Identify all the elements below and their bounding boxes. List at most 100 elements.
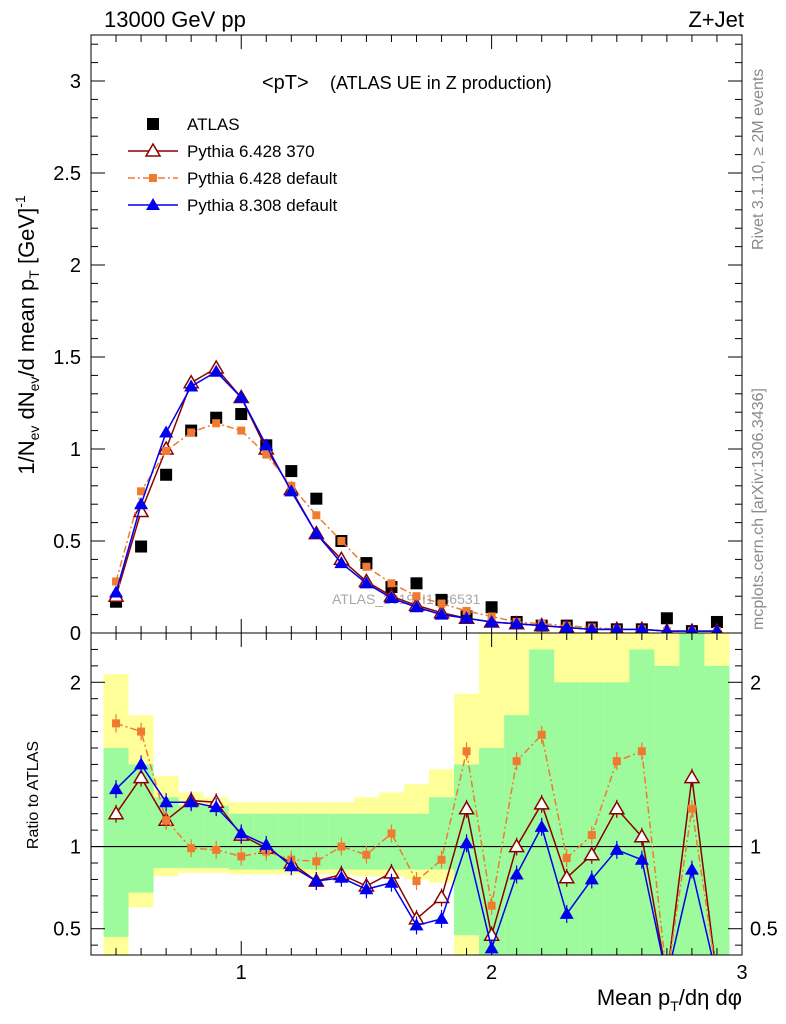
top-y-axis-label: 1/Nev dNev/d mean pT [GeV]-1 — [12, 195, 42, 475]
ratio-series-1-point — [637, 747, 646, 756]
series-2-point — [212, 419, 221, 428]
series-0-point — [710, 615, 723, 628]
ratio-series-2-point — [159, 795, 174, 808]
ratio-series-2-point — [184, 795, 199, 808]
ratio-series-0-point — [132, 769, 150, 784]
series-3-point — [634, 622, 649, 635]
stat-uncertainty-band — [629, 649, 655, 955]
series-0-point — [135, 540, 148, 553]
series-2-point — [337, 537, 346, 545]
ratio-series-1-point — [387, 829, 396, 838]
ratio-series-2-point — [559, 906, 574, 919]
ratio-series-2-point — [134, 757, 149, 770]
ratio-series-2-point — [434, 911, 449, 924]
top-y-tick-label: 1.5 — [53, 347, 81, 369]
series-2-point — [162, 446, 171, 455]
series-0-point — [660, 612, 673, 625]
series-3-point — [209, 364, 224, 377]
legend-entry-label: ATLAS — [187, 115, 240, 134]
ratio-series-1-point — [512, 757, 521, 766]
ratio-y-tick-label: 1 — [70, 837, 81, 859]
series-3-point — [534, 618, 549, 631]
legend-marker — [147, 118, 159, 130]
ratio-series-1-point — [562, 854, 571, 863]
ratio-series-2-point — [409, 918, 424, 931]
series-2-point — [262, 450, 271, 459]
analysis-watermark: ATLAS_2019_I1736531 — [332, 591, 481, 607]
series-2-point — [362, 562, 371, 571]
ratio-series-0-point — [683, 769, 701, 784]
ratio-series-1-point — [337, 842, 346, 851]
top-y-tick-label: 1 — [70, 439, 81, 461]
ratio-series-2-point — [484, 941, 499, 954]
series-2-point — [237, 426, 246, 435]
ratio-series-2-point — [459, 836, 474, 849]
legend-marker — [144, 142, 162, 157]
ratio-series-1-point — [612, 757, 621, 766]
ratio-series-1-point — [587, 831, 596, 840]
ratio-series-2-point — [384, 875, 399, 888]
series-2-point — [412, 592, 421, 601]
bottom-panel-frame — [90, 632, 743, 956]
top-panel-series — [107, 359, 726, 638]
ratio-series-2-point — [309, 874, 324, 887]
top-y-tick-label: 3 — [70, 71, 81, 93]
ratio-series-2-point — [234, 826, 249, 839]
ratio-y-tick-label: 0.5 — [53, 919, 81, 941]
ratio-series-2-point — [509, 867, 524, 880]
ratio-series-2-point — [359, 882, 374, 895]
series-0-point — [235, 408, 248, 421]
legend-entry-label: Pythia 8.308 default — [187, 196, 338, 215]
series-3-point — [284, 484, 299, 497]
series-1-point — [132, 503, 150, 518]
series-3-point — [184, 379, 199, 392]
bottom-panel-series — [107, 714, 715, 955]
ratio-y-tick-label-right: 2 — [750, 672, 761, 694]
ratio-series-2-point — [284, 859, 299, 872]
rivet-label: Rivet 3.1.10, ≥ 2M events — [750, 69, 767, 250]
series-3-point — [434, 607, 449, 620]
series-3-point — [309, 526, 324, 539]
series-2-point — [112, 577, 121, 586]
ratio-series-1-point — [412, 877, 421, 886]
ratio-series-2-point — [609, 842, 624, 855]
ratio-series-1-point — [162, 816, 171, 825]
stat-uncertainty-band — [178, 805, 204, 868]
ratio-series-1-point — [137, 727, 146, 736]
x-tick-label: 3 — [736, 962, 747, 984]
series-0-point — [485, 601, 498, 614]
energy-label: 13000 GeV pp — [104, 7, 246, 32]
series-3-point — [134, 497, 149, 510]
ratio-series-2-point — [584, 872, 599, 885]
series-0-point — [160, 468, 173, 481]
series-0-point — [285, 465, 298, 478]
top-y-tick-label: 2 — [70, 255, 81, 277]
legend-marker — [146, 198, 160, 210]
series-0-point — [410, 577, 423, 590]
mcplots-label: mcplots.cern.ch [arXiv:1306.3436] — [750, 388, 767, 630]
series-3-point — [109, 585, 124, 598]
ratio-series-1-point — [487, 901, 496, 910]
series-3-point — [584, 622, 599, 635]
chart-title-sub: (ATLAS UE in Z production) — [330, 73, 552, 93]
series-3-point — [609, 622, 624, 635]
ratio-series-1-point — [462, 747, 471, 756]
legend-entry-label: Pythia 6.428 370 — [187, 142, 315, 161]
ratio-y-tick-label-right: 1 — [750, 837, 761, 859]
ratio-series-0-point — [633, 828, 651, 843]
legend-entry-label: Pythia 6.428 default — [187, 169, 338, 188]
ratio-series-2-point — [534, 819, 549, 832]
series-2-point — [187, 428, 196, 437]
ratio-series-2-point — [109, 782, 124, 795]
top-y-tick-label: 2.5 — [53, 163, 81, 185]
legend: ATLAS Pythia 6.428 370 Pythia 6.428 defaul… — [128, 115, 338, 215]
ratio-series-2-point — [259, 837, 274, 850]
series-2-point — [312, 511, 321, 520]
series-2-point — [137, 487, 146, 496]
stat-uncertainty-band — [103, 748, 129, 937]
ratio-uncertainty-bands — [103, 633, 730, 955]
ratio-series-0-point — [533, 795, 550, 810]
ratio-series-0-point — [508, 838, 525, 853]
series-2-point — [462, 606, 471, 615]
